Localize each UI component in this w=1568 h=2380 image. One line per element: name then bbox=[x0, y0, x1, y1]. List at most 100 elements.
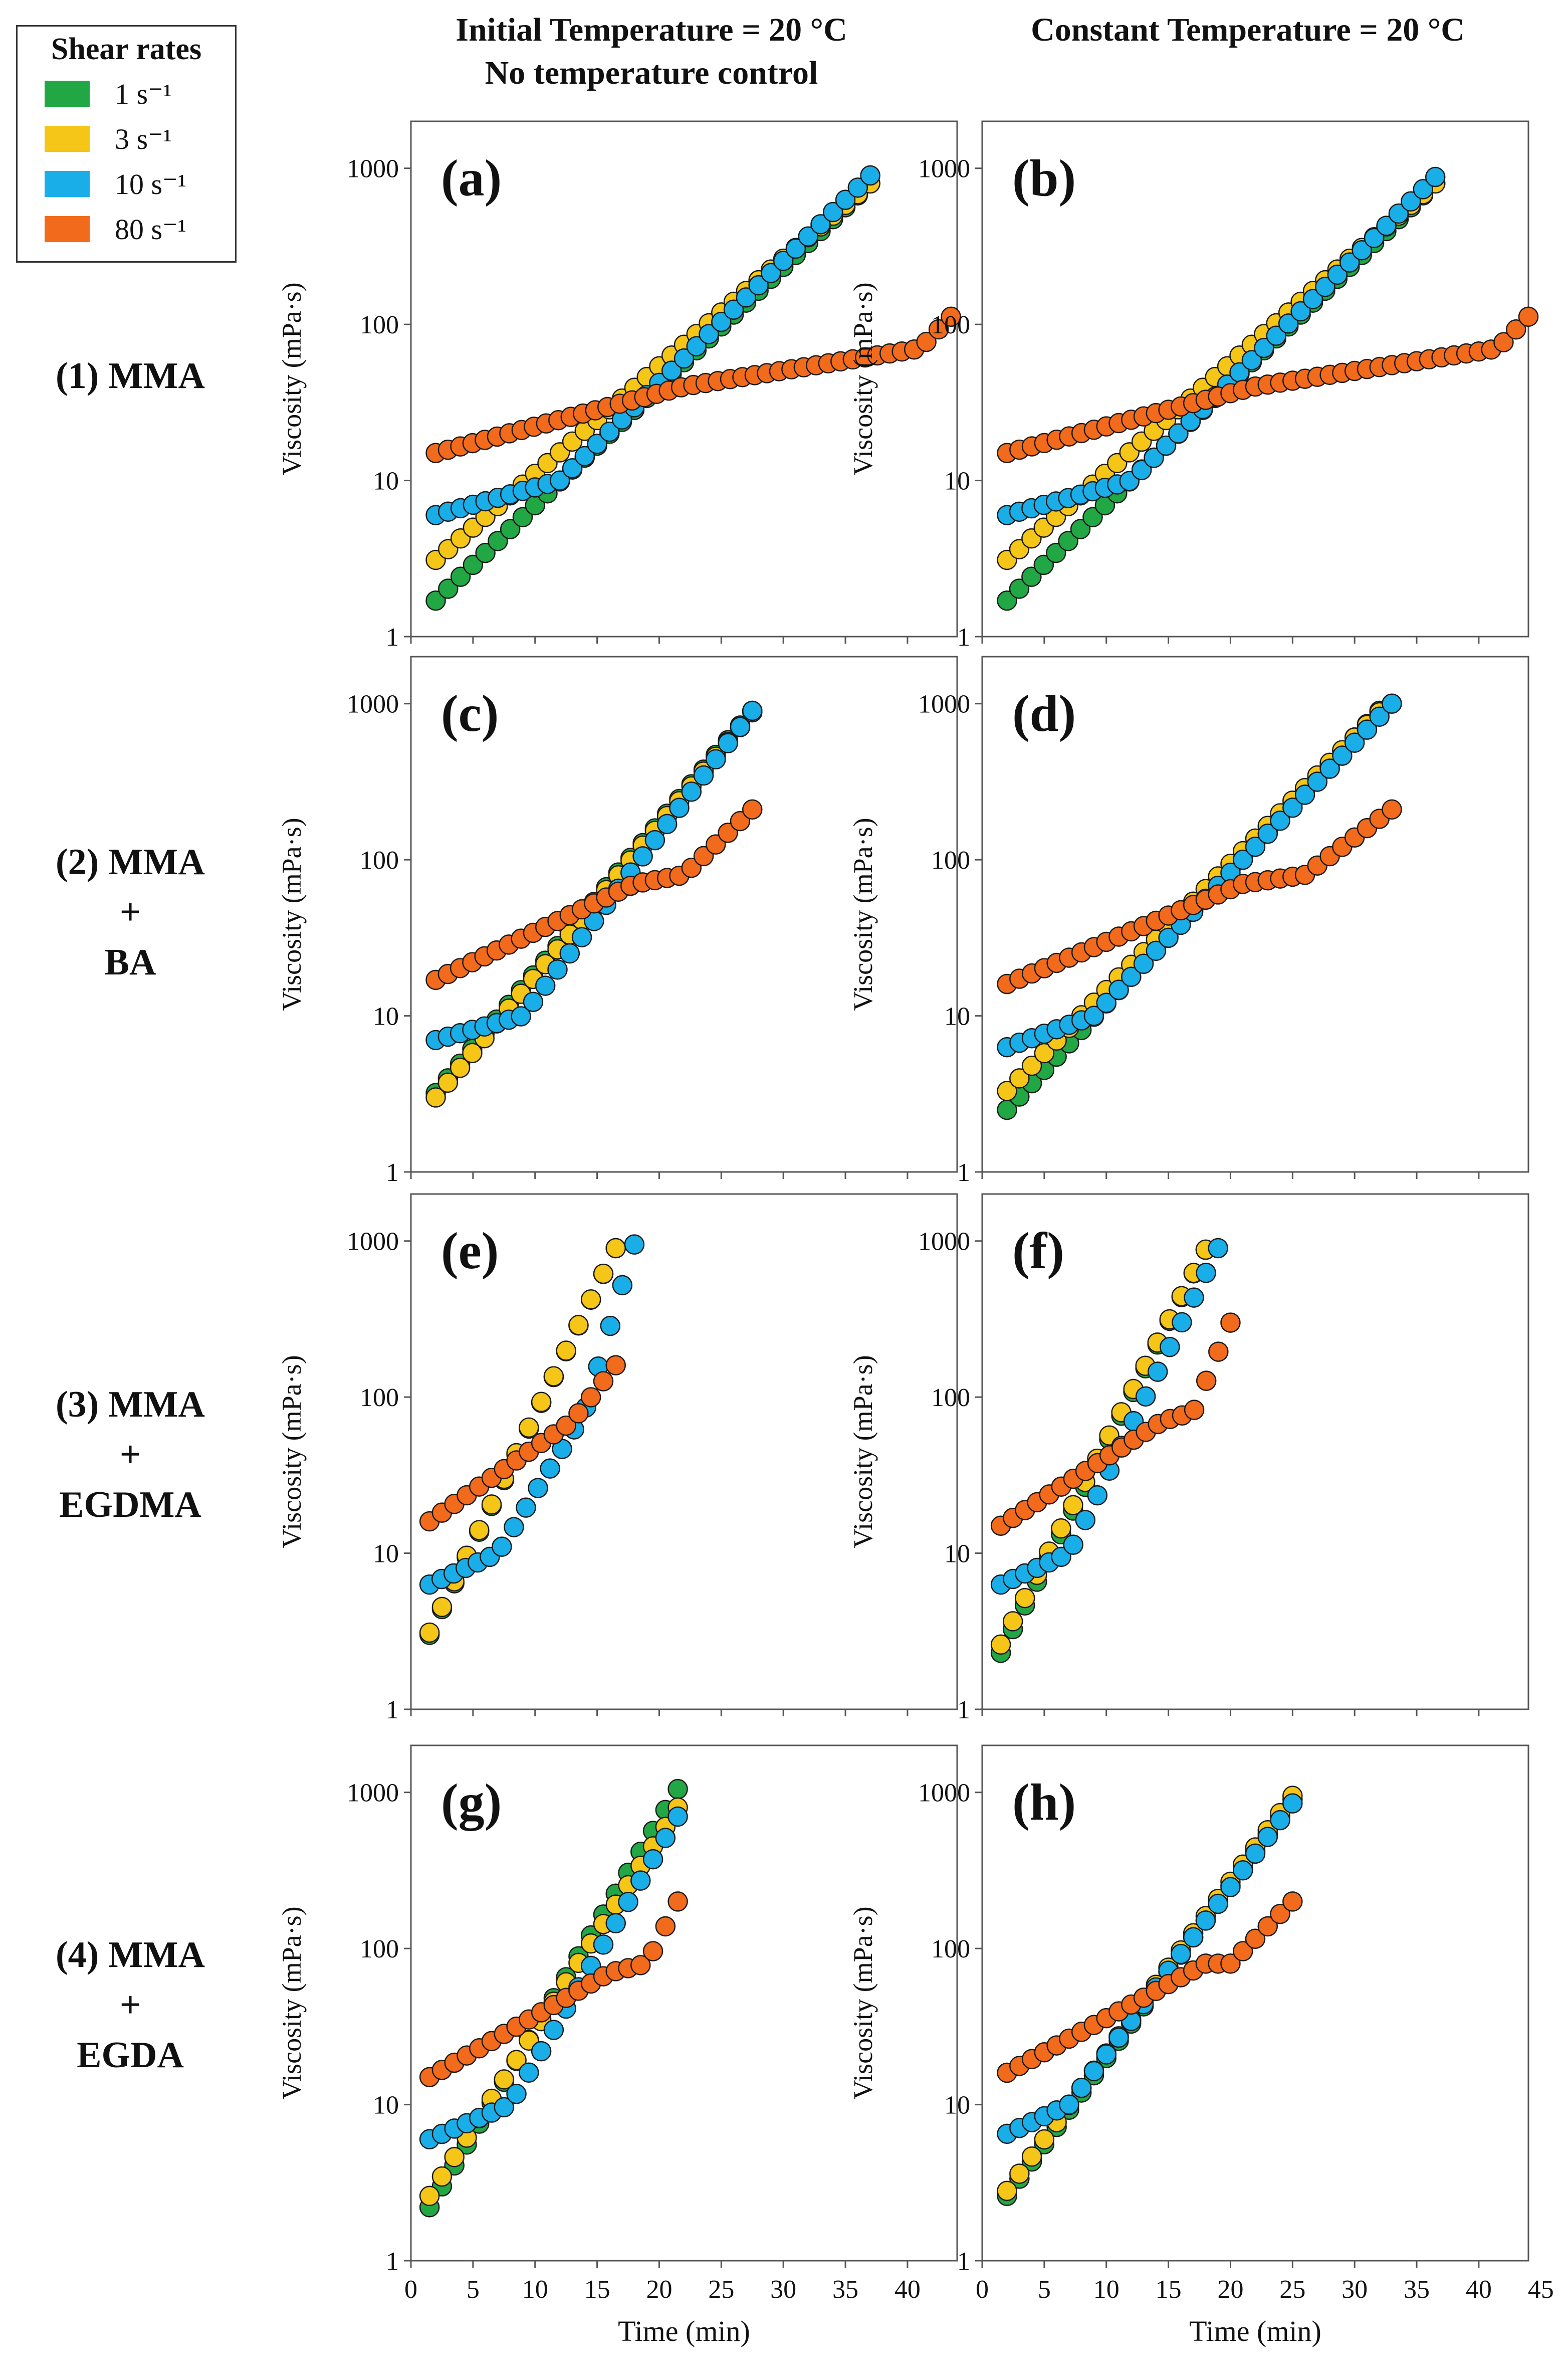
row-label-line: + bbox=[119, 892, 141, 933]
y-tick-label: 100 bbox=[931, 311, 970, 339]
data-point bbox=[718, 733, 738, 753]
row-label-line: (2) MMA bbox=[56, 842, 205, 883]
data-point bbox=[481, 1494, 502, 1515]
data-point bbox=[630, 1955, 651, 1975]
data-point bbox=[1083, 2061, 1104, 2082]
data-point bbox=[593, 1934, 614, 1955]
data-point bbox=[450, 566, 471, 587]
data-point bbox=[556, 1340, 576, 1361]
data-point bbox=[1505, 319, 1526, 340]
data-point bbox=[535, 975, 556, 996]
data-point bbox=[431, 1597, 453, 1618]
data-point bbox=[1352, 240, 1372, 261]
data-point bbox=[798, 226, 818, 247]
row-label-line: (1) MMA bbox=[56, 355, 205, 396]
x-tick-label: 10 bbox=[522, 2275, 548, 2304]
data-point bbox=[773, 251, 794, 271]
data-point bbox=[644, 830, 665, 851]
data-point bbox=[1033, 554, 1054, 575]
x-tick-label: 10 bbox=[1093, 2275, 1119, 2304]
x-tick-label: 15 bbox=[1156, 2275, 1182, 2304]
data-point bbox=[1087, 1485, 1108, 1506]
y-tick-label: 10 bbox=[373, 2091, 399, 2120]
data-point bbox=[1070, 519, 1091, 539]
data-point bbox=[1021, 566, 1042, 587]
legend-swatch-yellow bbox=[45, 126, 90, 152]
data-point bbox=[600, 1315, 621, 1336]
y-tick-label: 100 bbox=[360, 1383, 399, 1412]
plot-frame bbox=[981, 1744, 1529, 2262]
data-point bbox=[723, 299, 744, 320]
y-axis-label: Viscosity (mPa·s) bbox=[277, 282, 307, 475]
data-point bbox=[655, 1828, 676, 1848]
x-tick-label: 35 bbox=[1404, 2275, 1430, 2304]
x-tick-label: 5 bbox=[467, 2275, 480, 2304]
data-point bbox=[642, 1849, 663, 1870]
y-tick-label: 1000 bbox=[918, 1779, 970, 1808]
y-tick-label: 100 bbox=[360, 1935, 399, 1963]
y-tick-label: 1 bbox=[386, 623, 399, 652]
data-point bbox=[990, 1634, 1011, 1655]
x-tick-label: 40 bbox=[894, 2275, 921, 2304]
data-point bbox=[450, 1058, 471, 1078]
data-point bbox=[748, 275, 769, 296]
x-axis-label: Time (min) bbox=[1189, 2315, 1321, 2347]
y-tick-label: 1 bbox=[386, 1696, 399, 1724]
legend-item-10: 10 s⁻¹ bbox=[45, 167, 235, 201]
data-point bbox=[1245, 836, 1266, 857]
panel-label: (f) bbox=[1012, 1222, 1064, 1280]
y-tick-label: 1 bbox=[386, 1158, 399, 1187]
data-point bbox=[574, 446, 595, 467]
data-point bbox=[997, 590, 1017, 611]
data-point bbox=[1270, 1903, 1290, 1924]
data-point bbox=[612, 1275, 633, 1296]
data-point bbox=[605, 1355, 626, 1375]
plot-frame bbox=[410, 1193, 958, 1710]
column-header-right-line1: Constant Temperature = 20 °C bbox=[1031, 12, 1465, 48]
data-point bbox=[928, 319, 949, 340]
data-point bbox=[1220, 1877, 1241, 1897]
data-point bbox=[1108, 979, 1129, 1000]
data-point bbox=[494, 2069, 515, 2090]
data-point bbox=[667, 1806, 688, 1827]
y-axis-label: Viscosity (mPa·s) bbox=[277, 1906, 307, 2099]
data-point bbox=[519, 1417, 539, 1438]
row-label-3: (3) MMA + EGDMA bbox=[25, 1379, 236, 1530]
data-point bbox=[810, 214, 831, 235]
data-point bbox=[419, 1622, 440, 1643]
legend-swatch-blue bbox=[45, 171, 90, 197]
data-point bbox=[1131, 460, 1152, 480]
plot-frame bbox=[981, 656, 1529, 1173]
data-point bbox=[669, 798, 690, 818]
x-tick-label: 25 bbox=[1279, 2275, 1305, 2304]
data-point bbox=[492, 1536, 512, 1557]
data-point bbox=[1245, 1843, 1266, 1864]
data-point bbox=[587, 434, 607, 454]
x-tick-label: 20 bbox=[1217, 2275, 1243, 2304]
data-point bbox=[742, 799, 763, 820]
x-axis-label: Time (min) bbox=[618, 2315, 750, 2347]
y-tick-label: 100 bbox=[360, 311, 399, 339]
row-label-line: + bbox=[119, 1434, 141, 1475]
data-point bbox=[667, 1891, 688, 1912]
data-point bbox=[504, 1517, 524, 1537]
row-label-line: + bbox=[119, 1985, 141, 2026]
y-tick-label: 1000 bbox=[918, 1228, 970, 1256]
data-point bbox=[706, 749, 726, 770]
data-point bbox=[1096, 2044, 1116, 2065]
data-point bbox=[1307, 771, 1328, 792]
data-point bbox=[835, 189, 856, 210]
data-point bbox=[699, 324, 719, 344]
data-point bbox=[593, 1371, 614, 1392]
y-tick-label: 1000 bbox=[347, 1779, 399, 1808]
data-point bbox=[1075, 1510, 1096, 1530]
panel-label: (h) bbox=[1012, 1773, 1076, 1831]
row-label-line: EGDMA bbox=[59, 1484, 201, 1525]
data-point bbox=[1058, 531, 1078, 551]
data-point bbox=[1021, 2146, 1042, 2167]
data-point bbox=[547, 959, 568, 980]
data-point bbox=[1220, 1312, 1241, 1333]
data-point bbox=[1270, 1810, 1290, 1831]
x-tick-label: 45 bbox=[1528, 2275, 1554, 2304]
